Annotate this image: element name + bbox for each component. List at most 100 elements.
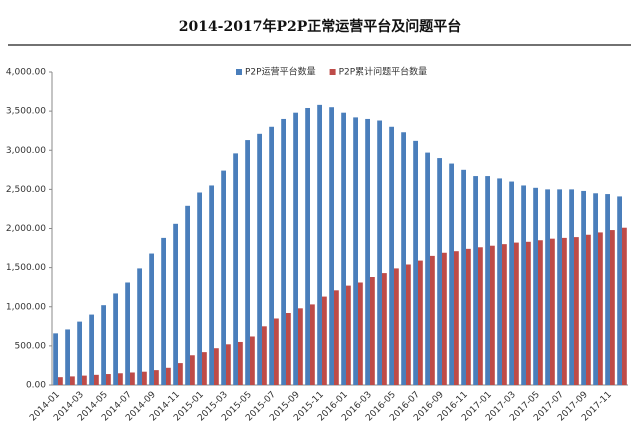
bar (53, 333, 58, 385)
bar (605, 194, 610, 385)
bar (305, 107, 310, 386)
y-tick-label: 3,000.00 (6, 146, 46, 156)
bar (413, 140, 418, 385)
bar (574, 237, 579, 385)
bar (377, 120, 382, 385)
bar (466, 248, 471, 385)
legend-swatch (236, 69, 242, 75)
bar (106, 374, 111, 385)
bar (257, 133, 262, 385)
y-tick-label: 2,000.00 (6, 224, 46, 234)
bar (101, 305, 106, 385)
bar (550, 238, 555, 385)
bar (286, 313, 291, 385)
bar (478, 247, 483, 385)
bar (154, 370, 159, 385)
bar (197, 192, 202, 385)
bar (545, 189, 550, 385)
bar (521, 185, 526, 385)
bar (353, 117, 358, 385)
bar (490, 245, 495, 385)
y-tick-label: 2,500.00 (6, 185, 46, 195)
bar (382, 273, 387, 385)
bar (221, 170, 226, 385)
bar (406, 264, 411, 385)
bar (365, 118, 370, 385)
bar (538, 240, 543, 385)
bar (418, 260, 423, 385)
y-tick-label: 500.00 (15, 341, 47, 351)
bar (262, 326, 267, 385)
bar (137, 268, 142, 385)
y-tick-label: 1,000.00 (6, 302, 46, 312)
bar (65, 329, 70, 385)
bar (370, 277, 375, 385)
bar (130, 372, 135, 385)
bar (214, 348, 219, 385)
bar (581, 190, 586, 385)
bar (317, 104, 322, 386)
bar (209, 185, 214, 385)
bar (461, 169, 466, 385)
legend-label: P2P累计问题平台数量 (339, 66, 428, 78)
bar (341, 112, 346, 385)
bar (358, 282, 363, 385)
bar (449, 163, 454, 385)
bar (526, 241, 531, 385)
chart-title: 2014-2017年P2P正常运营平台及问题平台 (179, 18, 462, 35)
bar (185, 205, 190, 385)
y-tick-label: 4,000.00 (6, 68, 46, 78)
bar (425, 152, 430, 385)
bar (274, 318, 279, 385)
bar (622, 227, 627, 385)
bar (598, 232, 603, 385)
bar (329, 107, 334, 386)
bar (173, 223, 178, 385)
bar (593, 193, 598, 385)
bar (82, 375, 87, 385)
bar (562, 237, 567, 385)
bar (389, 126, 394, 386)
y-tick-label: 1,500.00 (6, 263, 46, 273)
bar (233, 153, 238, 385)
y-tick-label: 3,500.00 (6, 107, 46, 117)
bar (94, 374, 99, 385)
bar (113, 293, 118, 385)
bar (473, 176, 478, 385)
bar (89, 314, 94, 385)
bar (77, 321, 82, 385)
bar (70, 376, 75, 385)
bar (394, 268, 399, 385)
bar (334, 290, 339, 385)
bar (557, 189, 562, 385)
bar (346, 285, 351, 385)
bar (610, 230, 615, 385)
bar (310, 304, 315, 385)
bar (250, 336, 255, 385)
legend-swatch (329, 69, 336, 75)
bar (142, 371, 147, 385)
bar (533, 187, 538, 385)
bar (586, 234, 591, 385)
bar (161, 237, 166, 385)
legend-label: P2P运营平台数量 (245, 66, 316, 78)
bar (281, 118, 286, 385)
bar (245, 140, 250, 385)
bar (502, 244, 507, 385)
bar (401, 132, 406, 385)
y-tick-label: 0.00 (26, 381, 46, 391)
bar (125, 282, 130, 385)
bar (454, 251, 459, 385)
bar (514, 242, 519, 385)
bar (226, 344, 231, 385)
bar (442, 252, 447, 385)
bar (509, 181, 514, 385)
bar (569, 189, 574, 385)
bar (430, 255, 435, 385)
bar (497, 178, 502, 385)
bar (617, 196, 622, 385)
bar (298, 308, 303, 385)
bar (178, 363, 183, 385)
bar (322, 296, 327, 385)
bar (238, 341, 243, 385)
